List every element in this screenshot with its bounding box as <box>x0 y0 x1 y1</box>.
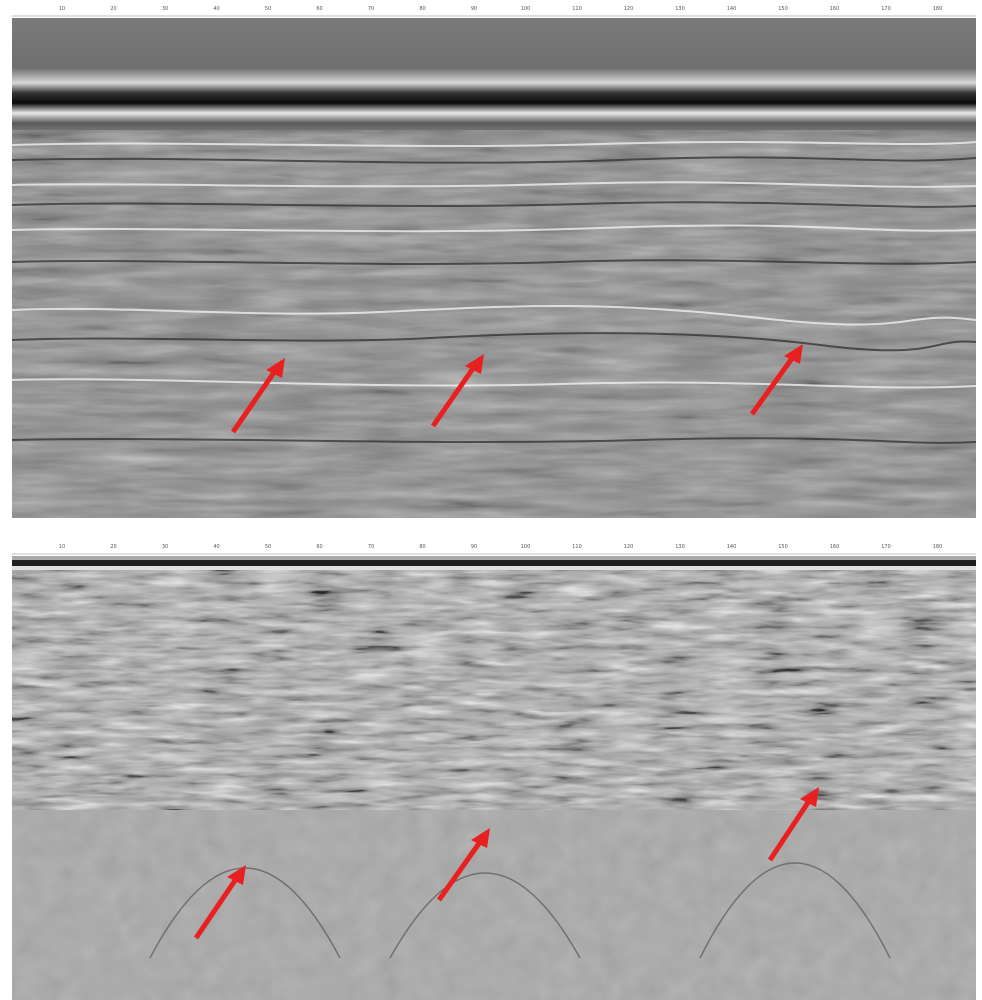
bottom-arrows-group <box>193 787 819 940</box>
x-tick-label: 70 <box>368 544 374 550</box>
bottom-radargram-image: 10 20 30 40 50 60 70 80 90 100 110 120 130 140 150 160 1… <box>0 538 982 1000</box>
x-tick-label: 170 <box>881 6 891 12</box>
top-arrow-1 <box>230 358 285 434</box>
x-tick-label: 140 <box>727 6 737 12</box>
top-arrows-group <box>230 344 803 434</box>
x-tick-label: 40 <box>213 544 219 550</box>
x-tick-label: 20 <box>110 544 116 550</box>
x-tick-label: 30 <box>162 544 168 550</box>
x-tick-label: 110 <box>572 544 582 550</box>
x-tick-label: 140 <box>727 544 737 550</box>
x-tick-label: 20 <box>110 6 116 12</box>
x-tick-label: 110 <box>572 6 582 12</box>
x-tick-label: 80 <box>419 544 425 550</box>
x-tick-label: 40 <box>213 6 219 12</box>
x-tick-label: 100 <box>521 544 531 550</box>
x-tick-label: 160 <box>830 6 840 12</box>
x-tick-label: 130 <box>675 6 685 12</box>
bottom-radargram-panel: 10 20 30 40 50 60 70 80 90 100 110 120 130 140 150 160 1… <box>0 538 982 1000</box>
bottom-x-axis: 10 20 30 40 50 60 70 80 90 100 110 120 130 140 150 160 1… <box>59 544 942 550</box>
top-arrow-3 <box>749 344 803 416</box>
bottom-arrow-3 <box>767 787 819 862</box>
x-tick-label: 160 <box>830 544 840 550</box>
x-tick-label: 180 <box>933 6 943 12</box>
top-x-axis: 10 20 30 40 50 60 70 80 90 100 110 120 130 140 150 160 1… <box>59 6 942 12</box>
x-tick-label: 10 <box>59 6 65 12</box>
x-tick-label: 50 <box>265 544 271 550</box>
x-tick-label: 120 <box>624 6 634 12</box>
x-tick-label: 120 <box>624 544 634 550</box>
bottom-arrow-2 <box>436 828 490 902</box>
x-tick-label: 130 <box>675 544 685 550</box>
x-tick-label: 10 <box>59 544 65 550</box>
x-tick-label: 60 <box>316 544 322 550</box>
top-axis-strip <box>0 0 982 16</box>
bottom-axis-strip <box>0 538 982 554</box>
top-arrow-2 <box>430 354 484 428</box>
x-tick-label: 180 <box>933 544 943 550</box>
bottom-radargram-bands <box>12 556 976 1000</box>
x-tick-label: 100 <box>521 6 531 12</box>
top-radargram-image: 10 20 30 40 50 60 70 80 90 100 110 120 130 140 150 160 1… <box>0 0 982 518</box>
x-tick-label: 150 <box>778 6 788 12</box>
x-tick-label: 150 <box>778 544 788 550</box>
x-tick-label: 90 <box>471 6 477 12</box>
x-tick-label: 60 <box>316 6 322 12</box>
x-tick-label: 80 <box>419 6 425 12</box>
x-tick-label: 70 <box>368 6 374 12</box>
x-tick-label: 50 <box>265 6 271 12</box>
x-tick-label: 30 <box>162 6 168 12</box>
x-tick-label: 170 <box>881 544 891 550</box>
top-radargram-panel: 10 20 30 40 50 60 70 80 90 100 110 120 130 140 150 160 1… <box>0 0 982 518</box>
x-tick-label: 90 <box>471 544 477 550</box>
bottom-arrow-1 <box>193 865 246 940</box>
top-radargram-bands <box>11 18 977 518</box>
